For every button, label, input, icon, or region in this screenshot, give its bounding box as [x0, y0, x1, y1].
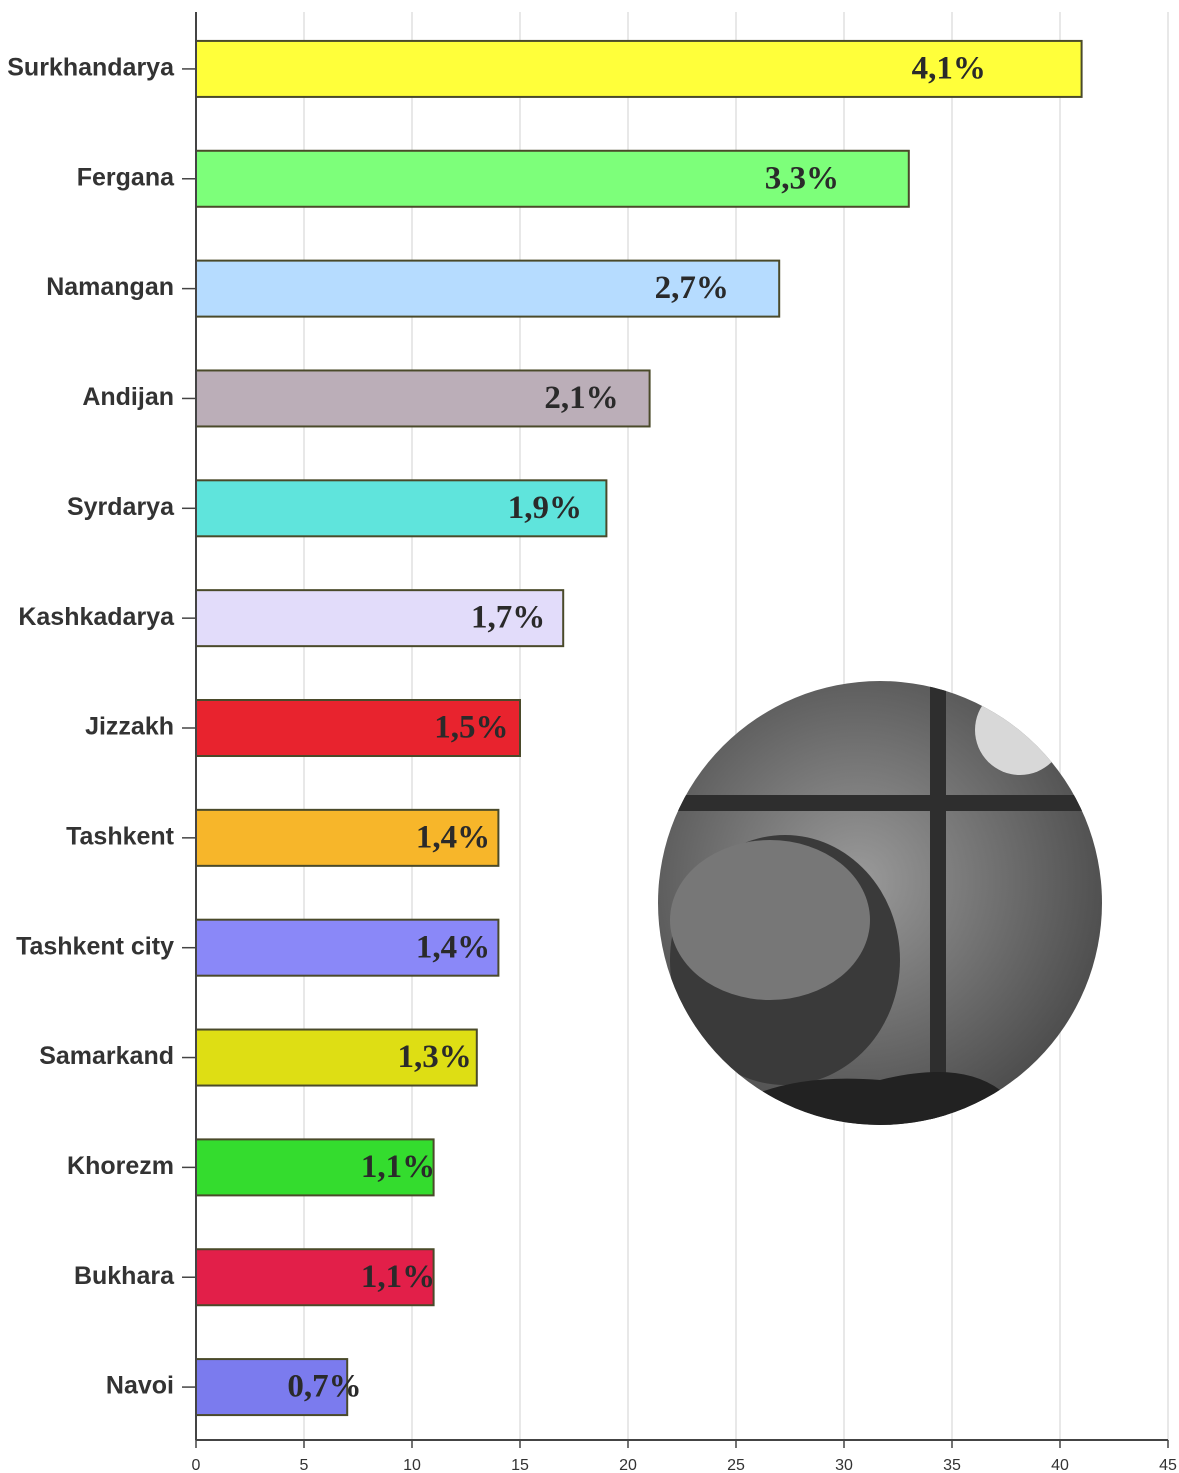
y-tick-label: Bukhara [74, 1262, 175, 1290]
y-tick-label: Khorezm [67, 1152, 174, 1180]
value-label: 1,4% [416, 929, 490, 965]
y-tick-label: Tashkent [66, 822, 175, 850]
value-label: 3,3% [765, 160, 839, 196]
bar [195, 589, 565, 648]
bar [195, 918, 500, 977]
x-tick-label: 20 [619, 1457, 637, 1473]
y-tick-label: Jizzakh [85, 713, 174, 741]
x-tick-label: 25 [727, 1457, 745, 1473]
x-tick-label: 45 [1159, 1457, 1177, 1473]
x-tick-label: 10 [403, 1457, 421, 1473]
value-label: 4,1% [912, 51, 986, 87]
bar [195, 808, 500, 867]
y-tick-label: Tashkent city [16, 932, 174, 960]
axes: 0 5 10 15 20 25 30 35 40 45 Surkhandarya Fergana Nam… [7, 12, 1177, 1473]
value-label: 1,1% [361, 1259, 435, 1295]
bar [195, 39, 1083, 98]
bar [195, 259, 781, 318]
x-tick-label: 5 [300, 1457, 309, 1473]
y-tick-label: Surkhandarya [7, 54, 175, 82]
value-label: 1,9% [508, 490, 582, 526]
y-tick-label: Samarkand [39, 1042, 174, 1070]
bar [195, 149, 910, 208]
y-tick-label: Fergana [77, 163, 175, 191]
value-label: 2,7% [655, 270, 729, 306]
bars: 4,1% 3,3% 2,7% 2,1% 1,9% 1,7% 1,5% 1,4% 1,4% 1,3%… [195, 39, 1083, 1417]
x-tick-label: 30 [835, 1457, 853, 1473]
y-tick-label: Namangan [46, 273, 174, 301]
photo-detail [658, 681, 1102, 1125]
value-label: 1,3% [398, 1039, 472, 1075]
value-label: 2,1% [544, 380, 618, 416]
bar [195, 699, 521, 757]
y-tick-label: Andijan [82, 383, 174, 411]
x-tick-label: 0 [192, 1457, 201, 1473]
x-tick-label: 40 [1051, 1457, 1069, 1473]
value-label: 1,5% [434, 710, 508, 746]
y-tick-label: Kashkadarya [18, 603, 175, 631]
x-tick-label: 15 [511, 1457, 529, 1473]
value-label: 1,1% [361, 1149, 435, 1185]
y-tick-label: Navoi [106, 1372, 174, 1400]
bar [195, 1358, 349, 1417]
value-label: 1,7% [471, 600, 545, 636]
value-label: 1,4% [416, 819, 490, 855]
grid [195, 12, 1169, 1440]
bar [195, 1138, 435, 1197]
bar [195, 1028, 478, 1087]
photo [658, 681, 1102, 1125]
y-tick-label: Syrdarya [67, 493, 175, 521]
value-label: 0,7% [287, 1369, 361, 1405]
bar [195, 369, 651, 428]
x-tick-label: 35 [943, 1457, 961, 1473]
bar [195, 479, 608, 538]
bar [195, 1248, 435, 1307]
